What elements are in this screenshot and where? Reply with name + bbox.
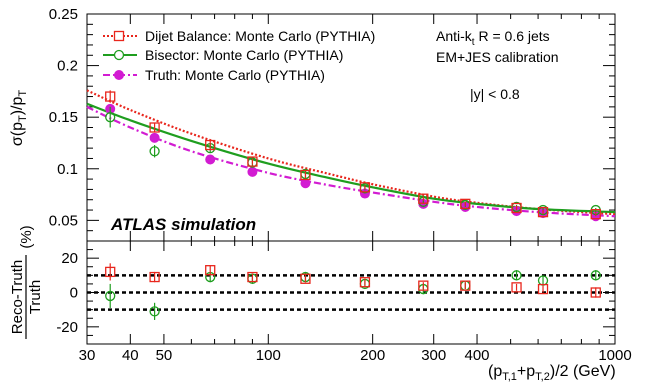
annotation-atlas: ATLAS simulation (110, 215, 256, 234)
data-point (149, 146, 160, 157)
data-point (105, 112, 116, 123)
ratio-point (247, 271, 258, 283)
x-tick-label: 200 (360, 347, 385, 364)
ratio-points (105, 263, 601, 320)
data-point (460, 198, 471, 210)
fit-curve (86, 102, 616, 214)
reference-lines (87, 274, 615, 311)
y-tick-label-top: 0.05 (49, 212, 78, 229)
data-point (359, 182, 371, 193)
y-tick-label-bottom: -20 (56, 319, 78, 336)
ratio-point (590, 270, 601, 281)
annotation-calibration: EM+JES calibration (436, 49, 559, 65)
x-tick-label: 30 (79, 347, 96, 364)
ratio-point (105, 290, 116, 302)
y-tick-label-top: 0.15 (49, 109, 78, 126)
fit-curves (86, 89, 616, 218)
y-tick-label-bottom: 0 (70, 285, 78, 302)
data-point (300, 169, 311, 181)
data-point (105, 91, 116, 102)
ratio-point (511, 282, 522, 293)
data-points (105, 90, 601, 222)
fit-curve (86, 89, 616, 216)
legend-label-dijet: Dijet Balance: Monte Carlo (PYTHIA) (145, 28, 375, 44)
legend-label-truth: Truth: Monte Carlo (PYTHIA) (145, 67, 325, 83)
ratio-point (300, 273, 311, 284)
data-point (247, 156, 258, 167)
legend: Dijet Balance: Monte Carlo (PYTHIA) Bise… (103, 28, 375, 83)
y-axis-label-bottom: Reco-Truth Truth (%) (9, 225, 44, 339)
y-axis-label-top: σ(pT)/pT (9, 90, 29, 147)
data-point (247, 166, 258, 177)
ratio-point (460, 280, 471, 291)
x-tick-label: 300 (421, 347, 446, 364)
legend-entry-truth: Truth: Monte Carlo (PYTHIA) (103, 67, 325, 83)
legend-label-bisector: Bisector: Monte Carlo (PYTHIA) (145, 47, 343, 63)
data-point (590, 209, 601, 220)
x-tick-label: 50 (156, 347, 173, 364)
y-tick-label-bottom: 20 (61, 250, 78, 267)
ratio-point (149, 271, 160, 283)
tick-labels: 30 40 50 100 200 300 400 10000.050.10.150.20.25… (49, 6, 632, 364)
ratio-point (205, 265, 216, 276)
axis-ticks (86, 13, 616, 345)
x-tick-label: 1000 (598, 347, 631, 364)
annotation-jets: Anti-kt R = 0.6 jets (436, 28, 550, 48)
data-point (511, 202, 522, 214)
data-point (205, 154, 216, 165)
y-tick-label-top: 0.25 (49, 6, 78, 23)
y-tick-label-top: 0.2 (57, 58, 78, 75)
data-point (537, 206, 549, 218)
ratio-point (105, 266, 116, 278)
ratio-point (149, 306, 160, 317)
ratio-point (537, 283, 549, 295)
y-axis-label-bottom-denominator: Truth (27, 280, 44, 314)
y-axis-label-bottom-unit: (%) (18, 225, 35, 248)
data-point (418, 193, 429, 204)
x-axis-label: (pT,1+pT,2)/2 (GeV) (488, 363, 616, 383)
ratio-point (359, 277, 371, 288)
data-point (205, 139, 216, 151)
y-tick-label-top: 0.1 (57, 161, 78, 178)
annotation-rapidity: |y| < 0.8 (470, 86, 520, 102)
x-tick-label: 100 (256, 347, 281, 364)
ratio-point (418, 280, 429, 291)
legend-entry-dijet: Dijet Balance: Monte Carlo (PYTHIA) (103, 28, 375, 44)
ratio-point (511, 270, 522, 281)
data-point (149, 122, 160, 133)
x-tick-label: 400 (465, 347, 490, 364)
x-tick-label: 40 (122, 347, 139, 364)
ratio-point (590, 287, 601, 298)
y-axis-label-bottom-numerator: Reco-Truth (9, 260, 26, 334)
legend-entry-bisector: Bisector: Monte Carlo (PYTHIA) (103, 47, 343, 63)
data-point (149, 132, 160, 143)
